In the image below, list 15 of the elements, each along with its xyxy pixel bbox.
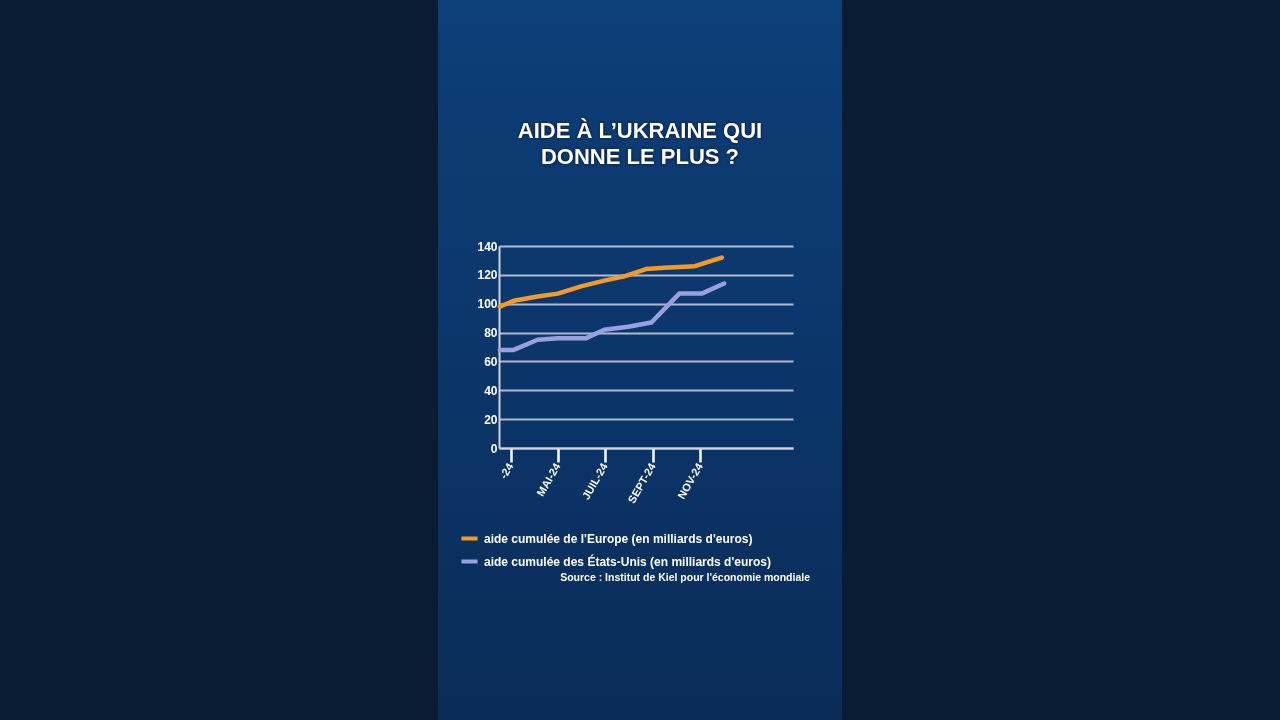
y-tick-label: 0	[490, 441, 498, 456]
legend-label: aide cumulée de l'Europe (en milliards d'euros)	[484, 531, 753, 546]
chart-title: AIDE À L’UKRAINE QUI DONNE LE PLUS ?	[516, 118, 764, 170]
line-series	[497, 281, 727, 353]
y-tick-label: 20	[484, 412, 498, 427]
y-tick-label: 80	[484, 326, 498, 341]
legend-label: aide cumulée des États-Unis (en milliards d'euros)	[484, 553, 771, 569]
y-tick-label: 100	[477, 297, 498, 312]
y-tick-label: 120	[477, 268, 498, 283]
x-tick-label: -24	[497, 460, 516, 481]
line-series	[497, 255, 725, 309]
y-tick-label: 40	[484, 383, 498, 398]
source-note: Source : Institut de Kiel pour l'économie mondiale	[559, 571, 810, 583]
y-tick-label: 140	[477, 239, 498, 254]
y-tick-label: 60	[484, 354, 498, 369]
